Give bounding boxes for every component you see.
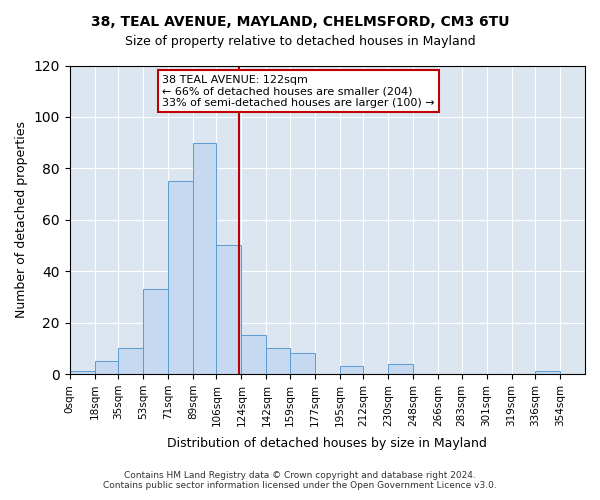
Bar [241, 336, 266, 374]
Y-axis label: Number of detached properties: Number of detached properties [15, 122, 28, 318]
Bar [290, 354, 315, 374]
Bar [535, 372, 560, 374]
Bar [95, 361, 118, 374]
Text: 38, TEAL AVENUE, MAYLAND, CHELMSFORD, CM3 6TU: 38, TEAL AVENUE, MAYLAND, CHELMSFORD, CM… [91, 15, 509, 29]
X-axis label: Distribution of detached houses by size in Mayland: Distribution of detached houses by size … [167, 437, 487, 450]
Bar [70, 372, 95, 374]
Text: Size of property relative to detached houses in Mayland: Size of property relative to detached ho… [125, 35, 475, 48]
Text: Contains HM Land Registry data © Crown copyright and database right 2024.
Contai: Contains HM Land Registry data © Crown c… [103, 470, 497, 490]
Bar [143, 289, 168, 374]
Bar [193, 142, 217, 374]
Bar [118, 348, 143, 374]
Bar [217, 246, 241, 374]
Bar [266, 348, 290, 374]
Text: 38 TEAL AVENUE: 122sqm
← 66% of detached houses are smaller (204)
33% of semi-de: 38 TEAL AVENUE: 122sqm ← 66% of detached… [163, 75, 435, 108]
Bar [340, 366, 364, 374]
Bar [168, 181, 193, 374]
Bar [388, 364, 413, 374]
